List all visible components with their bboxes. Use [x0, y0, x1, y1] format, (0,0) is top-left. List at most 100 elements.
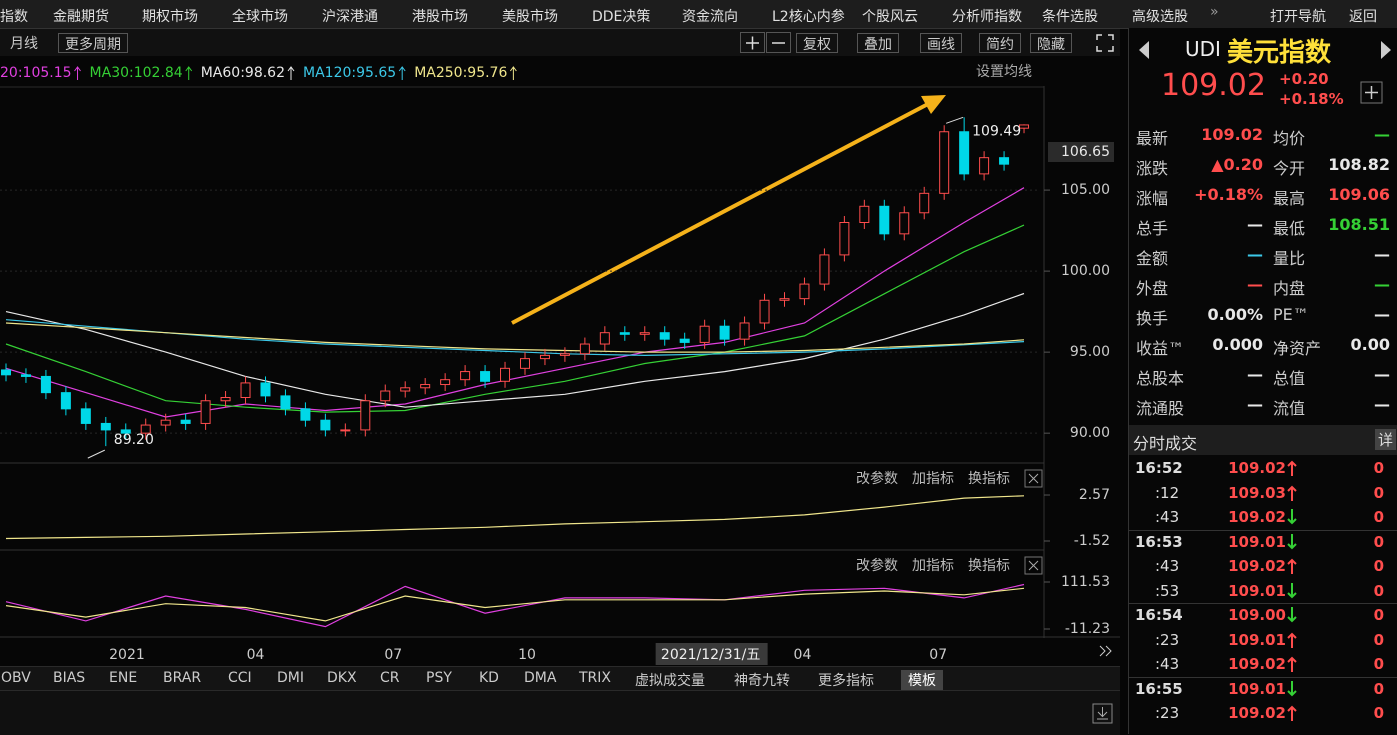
- menu-item[interactable]: 期权市场: [142, 9, 198, 25]
- quote-label: 总手: [1136, 219, 1169, 238]
- download-button[interactable]: [1092, 703, 1114, 725]
- trade-volume: 0: [1373, 557, 1384, 575]
- menu-right[interactable]: 打开导航: [1270, 9, 1326, 25]
- quote-value: —: [1247, 275, 1263, 294]
- indicator-tab[interactable]: 虚拟成交量: [635, 673, 705, 689]
- candle-body: [519, 358, 530, 369]
- panel-close[interactable]: [1024, 556, 1043, 575]
- menu-item[interactable]: 沪深港通: [322, 9, 378, 25]
- indicator-tab[interactable]: KD: [479, 670, 499, 686]
- cursor-label: 2021/12/31/五: [661, 647, 760, 663]
- period-button[interactable]: 月线: [10, 36, 38, 52]
- trade-direction: [1287, 509, 1297, 525]
- trades-detail[interactable]: 详: [1374, 429, 1396, 450]
- quote-label: 涨跌: [1136, 159, 1169, 178]
- indicator-tab[interactable]: CCI: [228, 670, 252, 686]
- menu-more[interactable]: »: [1210, 4, 1219, 20]
- tool-button[interactable]: 隐藏: [1030, 33, 1072, 53]
- next-button[interactable]: [1379, 40, 1393, 60]
- indicator-tab[interactable]: DKX: [327, 670, 357, 686]
- panel-button[interactable]: 改参数: [856, 470, 898, 487]
- menu-item[interactable]: 高级选股: [1132, 9, 1188, 25]
- fullscreen-button[interactable]: [1094, 32, 1116, 54]
- panel-button[interactable]: 换指标: [968, 470, 1010, 487]
- candle-body: [200, 400, 211, 424]
- tool-button[interactable]: 画线: [920, 33, 962, 53]
- prev-button[interactable]: [1137, 40, 1151, 60]
- candle-body: [579, 343, 590, 355]
- add-button[interactable]: [1360, 81, 1384, 105]
- trade-direction: [1287, 607, 1297, 623]
- menu-item[interactable]: 金融期货: [53, 9, 109, 25]
- menu-item[interactable]: 港股市场: [412, 9, 468, 25]
- quote-value: —: [1247, 365, 1263, 384]
- indicator-tab[interactable]: 神奇九转: [734, 673, 790, 689]
- menu-item[interactable]: 个股风云: [862, 9, 918, 25]
- quote-value: —: [1247, 395, 1263, 414]
- trades-header: [1129, 425, 1397, 455]
- period-button[interactable]: 更多周期: [58, 33, 128, 53]
- ma-line: [5, 224, 1025, 413]
- menu-item[interactable]: 美股市场: [502, 9, 558, 25]
- quote-value: 0.00%: [1207, 305, 1263, 324]
- menu-item[interactable]: 分析师指数: [952, 9, 1022, 25]
- candle-body: [779, 298, 790, 301]
- panel-button[interactable]: 加指标: [912, 471, 954, 487]
- indicator-tab[interactable]: PSY: [426, 670, 452, 686]
- candle-body: [759, 299, 770, 324]
- quote-label: 流值: [1273, 399, 1306, 418]
- indicator-tab[interactable]: CR: [380, 670, 400, 686]
- separator: [1129, 529, 1397, 531]
- candle-body: [959, 131, 970, 175]
- trade-volume: 0: [1373, 483, 1384, 502]
- tool-button[interactable]: 简约: [979, 33, 1021, 53]
- trade-volume: 0: [1373, 459, 1384, 477]
- change-pct: +0.18%: [1279, 90, 1344, 108]
- indicator-line: [5, 583, 1025, 628]
- trade-direction: [1287, 460, 1297, 476]
- tool-button[interactable]: 复权: [796, 33, 838, 53]
- trade-direction: [1287, 656, 1297, 672]
- menu-item[interactable]: 指数: [0, 9, 28, 25]
- zoom-buttons[interactable]: [740, 32, 792, 54]
- trade-price: 109.02: [1228, 655, 1286, 673]
- indicator-tab[interactable]: DMI: [277, 670, 304, 686]
- separator: [1129, 676, 1397, 678]
- trade-volume: 0: [1373, 581, 1384, 600]
- indicator-tab[interactable]: BIAS: [53, 670, 86, 686]
- quote-label: 外盘: [1136, 279, 1169, 298]
- indicator-tab[interactable]: TRIX: [579, 670, 611, 686]
- trade-volume: 0: [1373, 704, 1384, 722]
- quote-label: 总值: [1273, 369, 1306, 388]
- menu-right[interactable]: 返回: [1349, 9, 1377, 25]
- panel-close[interactable]: [1024, 469, 1043, 488]
- y-tick-label: 2.57: [1079, 487, 1110, 503]
- menu-item[interactable]: 资金流向: [682, 9, 738, 25]
- indicator-tab[interactable]: 更多指标: [818, 673, 874, 689]
- tool-button[interactable]: 叠加: [857, 33, 899, 53]
- quote-value: 0.000: [1212, 335, 1263, 354]
- indicator-tab[interactable]: ENE: [109, 670, 138, 686]
- indicator-tab[interactable]: 模板: [901, 670, 943, 690]
- candle-body: [739, 322, 750, 340]
- candle-body: [160, 419, 171, 426]
- indicator-tab[interactable]: BRAR: [163, 670, 202, 686]
- candle-body: [679, 338, 690, 343]
- menu-item[interactable]: L2核心内参: [772, 9, 845, 25]
- panel-button[interactable]: 改参数: [856, 557, 898, 574]
- menu-item[interactable]: DDE决策: [592, 9, 651, 25]
- menu-item[interactable]: 条件选股: [1042, 9, 1098, 25]
- status-bar: [0, 690, 1120, 735]
- indicator-tab[interactable]: DMA: [524, 670, 557, 686]
- indicator-tab[interactable]: OBV: [1, 670, 31, 686]
- ma-line: [5, 322, 1025, 353]
- menu-item[interactable]: 全球市场: [232, 9, 288, 25]
- ma-settings[interactable]: 设置均线: [976, 64, 1032, 80]
- scroll-right[interactable]: [1099, 645, 1112, 657]
- quote-value: —: [1247, 215, 1263, 234]
- candle-body: [440, 379, 451, 386]
- panel-button[interactable]: 换指标: [968, 557, 1010, 574]
- panel-button[interactable]: 加指标: [912, 558, 954, 574]
- quote-value: 109.06: [1328, 185, 1390, 204]
- candle-body: [859, 205, 870, 223]
